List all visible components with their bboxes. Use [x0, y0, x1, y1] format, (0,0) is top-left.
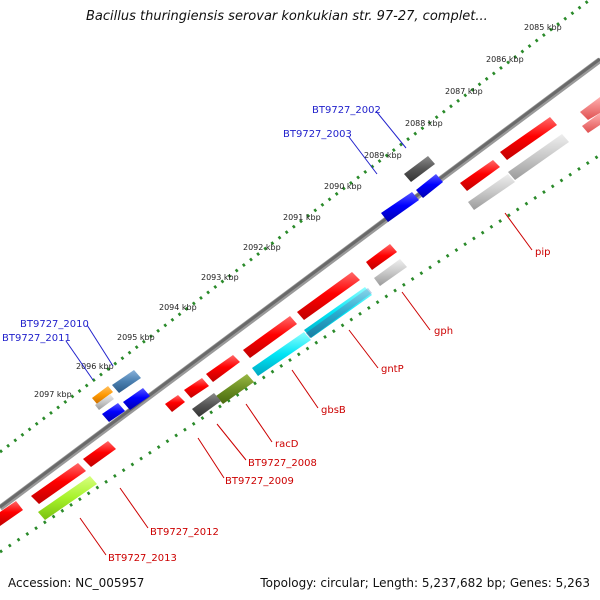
cds-forward-partial[interactable]: [0, 501, 23, 526]
gene-label-racD[interactable]: racD: [275, 439, 299, 450]
gene-label-BT9727_2003[interactable]: BT9727_2003: [283, 129, 352, 140]
leader-gntP: [348, 329, 379, 369]
feature-dark[interactable]: [192, 393, 221, 417]
cds-forward[interactable]: [243, 316, 297, 358]
label-leaders: [65, 110, 533, 556]
feature-track-2: [38, 113, 600, 520]
feature-lime[interactable]: [38, 476, 97, 520]
cds-reverse[interactable]: [416, 174, 443, 198]
gene-label-gntP[interactable]: gntP: [381, 364, 404, 375]
tick-label-2093: 2093 kbp: [201, 273, 239, 282]
tick-label-2087: 2087 kbp: [445, 87, 483, 96]
tick-label-2088: 2088 kbp: [405, 119, 443, 128]
gene-label-gph[interactable]: gph: [434, 326, 453, 337]
gene-label-BT9727_2012[interactable]: BT9727_2012: [150, 527, 219, 538]
cds-forward[interactable]: [165, 395, 185, 412]
feature-gray[interactable]: [95, 394, 114, 410]
cds-reverse[interactable]: [123, 388, 150, 410]
feature-steel[interactable]: [306, 288, 372, 338]
reverse-cds-track: [92, 156, 443, 422]
cds-reverse[interactable]: [381, 192, 419, 222]
gene-label-BT9727_2008[interactable]: BT9727_2008: [248, 458, 317, 469]
leader-BT9727_2010: [86, 324, 114, 367]
accession-label: Accession: NC_005957: [8, 576, 145, 590]
feature-gray[interactable]: [374, 259, 407, 286]
cds-forward[interactable]: [297, 272, 360, 320]
leader-BT9727_2011: [65, 340, 94, 381]
feature-steel[interactable]: [112, 370, 141, 393]
gene-label-BT9727_2009[interactable]: BT9727_2009: [225, 476, 294, 487]
cds-forward[interactable]: [460, 160, 500, 191]
inner-tick-ring: [0, 153, 600, 554]
feature-olive[interactable]: [216, 374, 254, 404]
tick-label-2096: 2096 kbp: [76, 362, 114, 371]
gene-label-gbsB[interactable]: gbsB: [321, 405, 346, 416]
feature-gray[interactable]: [468, 174, 515, 210]
feature-dark[interactable]: [404, 156, 435, 182]
cds-forward[interactable]: [184, 378, 209, 398]
gene-label-pip[interactable]: pip: [535, 247, 550, 258]
leader-BT9727_2009: [197, 437, 225, 479]
tick-label-2095: 2095 kbp: [117, 333, 155, 342]
leader-BT9727_2013: [79, 517, 107, 556]
leader-BT9727_2003: [348, 136, 378, 175]
cds-forward[interactable]: [500, 117, 557, 160]
cds-forward-partial[interactable]: [580, 97, 600, 120]
leader-BT9727_2012: [119, 487, 149, 529]
cds-reverse[interactable]: [102, 403, 125, 422]
tick-label-2089: 2089 kbp: [364, 151, 402, 160]
feature-gray[interactable]: [508, 134, 569, 180]
cds-forward[interactable]: [366, 244, 397, 270]
leader-racD: [245, 403, 273, 443]
tick-label-2097: 2097 kbp: [34, 390, 72, 399]
gene-label-BT9727_2010[interactable]: BT9727_2010: [20, 319, 89, 330]
feature-gray-partial[interactable]: [582, 113, 600, 133]
topology-label: Topology: circular; Length: 5,237,682 bp…: [260, 576, 590, 590]
gene-label-BT9727_2002[interactable]: BT9727_2002: [312, 105, 381, 116]
gene-label-BT9727_2011[interactable]: BT9727_2011: [2, 333, 71, 344]
gene-label-BT9727_2013[interactable]: BT9727_2013: [108, 553, 177, 564]
tick-label-2085: 2085 kbp: [524, 23, 562, 32]
outer-tick-ring: [0, 0, 593, 454]
tick-label-2091: 2091 kbp: [283, 213, 321, 222]
map-title: Bacillus thuringiensis serovar konkukian…: [86, 9, 488, 24]
feature-orange[interactable]: [92, 386, 113, 404]
forward-cds-track: [0, 97, 600, 526]
leader-BT9727_2008: [216, 423, 247, 461]
leader-BT9727_2002: [375, 110, 407, 149]
cds-forward[interactable]: [83, 441, 116, 467]
tick-label-2086: 2086 kbp: [486, 55, 524, 64]
leader-pip: [504, 212, 533, 251]
feature-cyan[interactable]: [252, 332, 311, 376]
cds-forward[interactable]: [206, 355, 240, 382]
tick-label-2094: 2094 kbp: [159, 303, 197, 312]
genome-backbone-core: [0, 57, 600, 509]
leader-gph: [401, 291, 431, 331]
cds-forward[interactable]: [31, 463, 86, 504]
leader-gbsB: [291, 369, 319, 409]
tick-label-2090: 2090 kbp: [324, 182, 362, 191]
tick-label-2092: 2092 kbp: [243, 243, 281, 252]
